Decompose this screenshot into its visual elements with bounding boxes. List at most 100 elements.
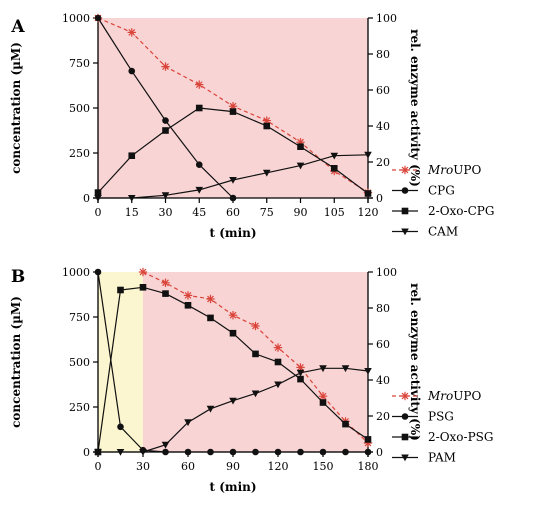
data-point — [116, 449, 125, 456]
legend-label: MroUPO — [427, 163, 481, 177]
data-point — [183, 291, 193, 300]
x-tick-label: 30 — [136, 460, 150, 473]
data-point — [297, 375, 304, 383]
y-tick-label-right: 0 — [376, 192, 383, 205]
legend-label: 2-Oxo-CPG — [428, 204, 494, 218]
data-point — [229, 329, 237, 337]
data-point — [229, 194, 237, 202]
series-mroupo — [138, 267, 373, 448]
series-pam — [94, 365, 372, 456]
data-point-stroke — [319, 392, 327, 400]
legend-label: 2-Oxo-PSG — [428, 430, 493, 444]
data-point — [117, 423, 124, 431]
data-point — [206, 405, 215, 413]
data-point — [195, 104, 203, 112]
data-point-stroke — [252, 322, 259, 330]
data-point — [195, 80, 204, 89]
x-tick-label: 60 — [181, 460, 195, 473]
x-tick-label: 120 — [268, 460, 289, 473]
data-point-stroke — [263, 117, 271, 124]
data-point — [162, 290, 169, 297]
data-point — [252, 448, 259, 456]
panel-label: A — [10, 17, 25, 37]
y-tick-label-left: 750 — [69, 57, 90, 70]
x-tick-label: 120 — [358, 206, 379, 219]
data-point — [94, 189, 102, 196]
y-tick-label-left: 0 — [83, 192, 90, 205]
y-tick-label-left: 0 — [83, 446, 90, 459]
data-point-stroke — [297, 364, 304, 371]
legend-item-pam: PAM — [392, 451, 456, 465]
data-point — [184, 302, 192, 309]
data-point — [195, 186, 204, 194]
legend-marker — [401, 228, 409, 236]
data-point — [207, 448, 214, 456]
legend-label: CAM — [428, 225, 458, 239]
data-point — [94, 449, 102, 456]
data-point — [228, 311, 238, 320]
data-point — [94, 195, 102, 202]
legend-item-cam: CAM — [392, 225, 458, 239]
panel-label: B — [11, 267, 25, 287]
chart-panel-a: 0 15 30 45 60 75 90 105 120025050075010000204060… — [9, 12, 494, 240]
data-point — [94, 14, 102, 22]
legend-marker — [400, 391, 410, 401]
x-tick-label: 180 — [358, 460, 379, 473]
y-tick-label-right: 60 — [376, 84, 390, 97]
data-point — [273, 343, 283, 352]
y-tick-label-right: 20 — [376, 410, 390, 423]
y-axis-title-left: concentration (µM) — [9, 296, 23, 428]
data-point — [364, 151, 372, 159]
x-axis-title: t (min) — [209, 480, 256, 494]
data-point — [229, 448, 237, 456]
data-point — [161, 278, 170, 287]
data-point — [364, 436, 372, 443]
legend-item-mroupo: MroUPO — [392, 163, 481, 177]
y-tick-label-left: 250 — [69, 401, 90, 414]
data-point — [229, 108, 237, 115]
y-tick-label-left: 500 — [69, 356, 90, 369]
data-point — [139, 284, 147, 291]
legend-marker-stroke — [401, 166, 409, 174]
data-point — [274, 448, 282, 456]
y-tick-label-left: 1000 — [62, 266, 90, 279]
data-point — [297, 448, 304, 456]
data-point-stroke — [229, 102, 237, 110]
legend-label: PSG — [428, 410, 454, 424]
data-point — [274, 358, 282, 366]
data-point — [251, 390, 260, 398]
data-point — [274, 381, 282, 389]
data-point — [128, 67, 136, 75]
y-tick-label-left: 750 — [69, 311, 90, 324]
data-point-stroke — [128, 29, 136, 36]
legend-label-italic: Mro — [427, 389, 453, 403]
data-point-stroke — [162, 279, 169, 287]
y-tick-label-right: 20 — [376, 156, 390, 169]
data-point — [195, 161, 203, 168]
data-point — [251, 321, 260, 331]
legend-item-2-oxo-cpg: 2-Oxo-CPG — [392, 204, 494, 218]
data-point — [184, 419, 192, 427]
data-point-stroke — [162, 63, 169, 70]
y-tick-label-right: 40 — [376, 120, 390, 133]
data-point — [162, 448, 169, 456]
legend-label-italic: Mro — [427, 163, 453, 177]
shaded-region — [98, 272, 143, 452]
data-point — [297, 143, 304, 150]
x-tick-label: 60 — [226, 206, 240, 219]
series-cpg — [94, 14, 237, 202]
data-point — [318, 392, 328, 401]
legend-marker — [401, 187, 409, 194]
data-point — [364, 190, 372, 197]
data-point-stroke — [274, 344, 282, 351]
data-point — [342, 448, 349, 456]
data-point — [319, 448, 327, 456]
data-point — [162, 127, 169, 134]
data-point — [330, 152, 339, 160]
legend-marker — [401, 207, 409, 215]
y-tick-label-right: 0 — [376, 446, 383, 459]
data-point — [162, 117, 169, 124]
data-point — [206, 294, 215, 304]
legend-label: MroUPO — [427, 389, 481, 403]
